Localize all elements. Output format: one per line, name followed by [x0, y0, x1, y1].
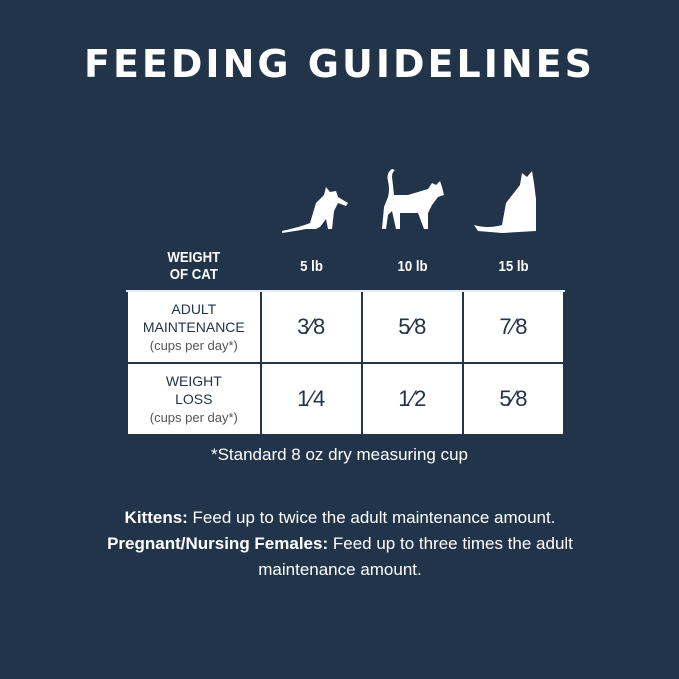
table-cell: 5⁄8 [461, 362, 566, 436]
table-cell: 1⁄2 [360, 362, 464, 436]
header-label-line2: OF CAT [169, 266, 218, 283]
sitting-cat-silhouette-icon [474, 171, 536, 233]
table-cell: 5⁄8 [360, 290, 464, 364]
kittens-note: Kittens: Feed up to twice the adult main… [60, 505, 620, 531]
note-label: Kittens: [124, 508, 188, 527]
header-label-line1: WEIGHT [167, 249, 221, 266]
table-cell: 3⁄8 [259, 290, 363, 364]
row-label-line2: LOSS [175, 390, 213, 407]
table-header-row: WEIGHT OF CAT 5 lb 10 lb 15 lb [127, 240, 564, 292]
row-label: ADULT MAINTENANCE (cups per day*) [126, 290, 262, 364]
note-label: Pregnant/Nursing Females: [107, 534, 329, 553]
footnote: *Standard 8 oz dry measuring cup [210, 445, 469, 464]
cat-illustrations [260, 165, 565, 233]
feeding-table: WEIGHT OF CAT 5 lb 10 lb 15 lb ADULT MAINT… [126, 240, 566, 436]
row-label-line1: WEIGHT [165, 372, 222, 389]
row-label-line1: ADULT [171, 300, 217, 317]
row-label-line2: MAINTENANCE [142, 318, 245, 335]
column-header: 15 lb [468, 240, 559, 292]
table-row: WEIGHT LOSS (cups per day*) 1⁄4 1⁄2 5⁄8 [126, 362, 566, 436]
note-text: Feed up to three times the adult mainten… [258, 534, 573, 579]
column-header: 10 lb [366, 240, 458, 292]
table-cell: 1⁄4 [259, 362, 363, 436]
feeding-notes: Kittens: Feed up to twice the adult main… [60, 505, 620, 583]
row-label: WEIGHT LOSS (cups per day*) [126, 362, 262, 436]
kitten-silhouette-icon [282, 187, 348, 233]
column-header: 5 lb [265, 240, 357, 292]
note-text: Feed up to twice the adult maintenance a… [187, 508, 556, 527]
row-unit: (cups per day*) [149, 409, 238, 425]
walking-cat-silhouette-icon [382, 169, 444, 229]
table-cell: 7⁄8 [461, 290, 566, 364]
row-unit: (cups per day*) [149, 337, 238, 353]
page-title: FEEDING GUIDELINES [84, 42, 595, 86]
table-row: ADULT MAINTENANCE (cups per day*) 3⁄8 5⁄8 … [126, 290, 566, 364]
weight-header: WEIGHT OF CAT [134, 240, 254, 292]
pregnant-nursing-note: Pregnant/Nursing Females: Feed up to thr… [60, 531, 620, 583]
